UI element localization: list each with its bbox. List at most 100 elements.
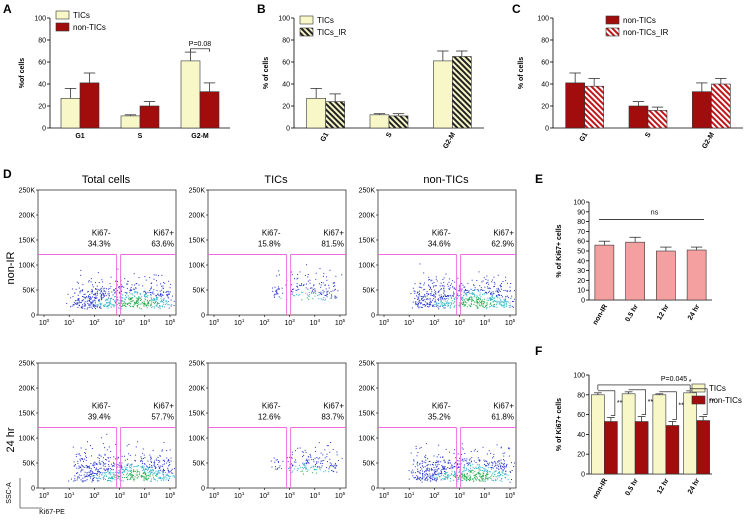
flow-event-dot [119,478,121,480]
flow-event-dot [471,469,473,471]
flow-event-dot [111,291,113,293]
flow-event-dot [476,299,478,301]
flow-event-dot [138,471,140,473]
flow-event-dot [431,291,433,293]
flow-event-dot [151,466,153,468]
flow-event-dot [440,479,442,481]
flow-event-dot [461,288,463,290]
flow-event-dot [440,294,442,296]
flow-event-dot [422,304,424,306]
flow-event-dot [507,479,509,481]
flow-event-dot [76,472,78,474]
flow-events [272,264,343,301]
flow-event-dot [464,304,466,306]
flow-event-dot [136,466,138,468]
flow-event-dot [97,304,99,306]
flow-event-dot [149,471,151,473]
flow-event-dot [447,477,449,479]
flow-event-dot [412,469,414,471]
flow-event-dot [272,290,274,292]
flow-event-dot [147,301,149,303]
flow-event-dot [146,475,148,477]
flow-event-dot [474,301,476,303]
flow-event-dot [164,461,166,463]
flow-event-dot [436,465,438,467]
flow-event-dot [108,460,110,462]
flow-event-dot [484,470,486,472]
gate-value-pos: 62.9% [491,240,514,249]
flow-x-tick-label: 101 [404,318,415,327]
flow-event-dot [459,289,461,291]
flow-event-dot [454,449,456,451]
flow-event-dot [166,462,168,464]
flow-event-dot [477,307,479,309]
flow-event-dot [420,446,422,448]
flow-event-dot [85,452,87,454]
flow-event-dot [330,465,332,467]
flow-event-dot [100,295,102,297]
flow-event-dot [466,294,468,296]
flow-x-tick-label: 105 [165,318,176,327]
flow-event-dot [109,298,111,300]
flow-event-dot [84,476,86,478]
flow-event-dot [470,296,472,298]
flow-event-dot [132,300,134,302]
p-value-star: * [689,379,692,386]
flow-event-dot [498,465,500,467]
flow-event-dot [104,293,106,295]
flow-event-dot [86,473,88,475]
flow-y-tick-label: 0 [201,486,205,493]
flow-event-dot [481,479,483,481]
flow-event-dot [322,454,324,456]
flow-event-dot [305,283,307,285]
flow-event-dot [425,454,427,456]
flow-event-dot [160,479,162,481]
flow-event-dot [426,290,428,292]
flow-event-dot [420,479,422,481]
flow-event-dot [506,304,508,306]
flow-event-dot [444,307,446,309]
flow-event-dot [483,307,485,309]
flow-event-dot [324,295,326,297]
flow-event-dot [497,274,499,276]
flow-event-dot [296,278,298,280]
flow-event-dot [87,297,89,299]
flow-event-dot [310,466,312,468]
flow-event-dot [145,296,147,298]
flow-event-dot [308,296,310,298]
flow-event-dot [410,293,412,295]
flow-event-dot [422,300,424,302]
flow-event-dot [448,288,450,290]
flow-event-dot [470,470,472,472]
flow-event-dot [106,433,108,435]
flow-event-dot [118,457,120,459]
flow-event-dot [149,290,151,292]
flow-event-dot [316,469,318,471]
flow-event-dot [94,300,96,302]
flow-event-dot [441,302,443,304]
flow-event-dot [97,292,99,294]
y-tick-label: 70 [577,229,585,236]
flow-event-dot [110,467,112,469]
flow-event-dot [149,475,151,477]
gate-label-pos: Ki67+ [153,229,174,238]
flow-event-dot [158,472,160,474]
flow-event-dot [137,465,139,467]
flow-event-dot [434,295,436,297]
flow-event-dot [472,300,474,302]
flow-event-dot [437,298,439,300]
bar [452,56,472,129]
flow-event-dot [314,295,316,297]
flow-y-tick-label: 0 [201,313,205,320]
flow-event-dot [417,476,419,478]
flow-event-dot [497,287,499,289]
flow-event-dot [430,480,432,482]
flow-event-dot [134,459,136,461]
flow-event-dot [466,302,468,304]
bar [604,421,618,475]
flow-event-dot [330,463,332,465]
flow-event-dot [120,286,122,288]
flow-event-dot [88,281,90,283]
flow-event-dot [510,297,512,299]
flow-event-dot [159,472,161,474]
